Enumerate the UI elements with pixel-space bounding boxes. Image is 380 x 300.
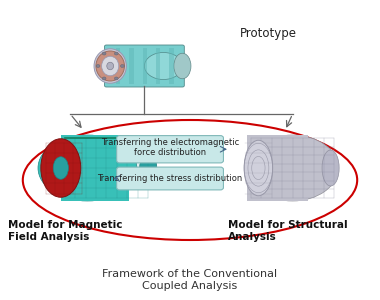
Ellipse shape — [247, 135, 338, 201]
Ellipse shape — [96, 64, 100, 68]
FancyBboxPatch shape — [61, 135, 129, 201]
Text: Framework of the Conventional
Coupled Analysis: Framework of the Conventional Coupled An… — [103, 269, 277, 291]
Text: Model for Magnetic
Field Analysis: Model for Magnetic Field Analysis — [8, 220, 122, 242]
FancyBboxPatch shape — [117, 136, 223, 163]
Ellipse shape — [244, 140, 273, 196]
Ellipse shape — [322, 150, 339, 186]
Ellipse shape — [38, 135, 137, 201]
Ellipse shape — [114, 77, 118, 80]
Ellipse shape — [96, 51, 125, 81]
Text: Model for Structural
Analysis: Model for Structural Analysis — [228, 220, 348, 242]
Ellipse shape — [140, 152, 157, 184]
Ellipse shape — [102, 56, 119, 76]
Ellipse shape — [41, 139, 81, 197]
Ellipse shape — [107, 62, 114, 70]
FancyBboxPatch shape — [169, 48, 174, 84]
FancyBboxPatch shape — [116, 48, 120, 84]
FancyBboxPatch shape — [117, 167, 223, 190]
Ellipse shape — [102, 77, 106, 80]
Ellipse shape — [94, 49, 127, 83]
Ellipse shape — [174, 53, 191, 79]
Ellipse shape — [120, 64, 124, 68]
Ellipse shape — [53, 157, 68, 179]
Text: Prototype: Prototype — [239, 26, 296, 40]
Text: Transferring the electromagnetic
force distribution: Transferring the electromagnetic force d… — [101, 138, 239, 158]
Ellipse shape — [114, 52, 118, 55]
Text: Transferring the stress distribution: Transferring the stress distribution — [97, 174, 243, 183]
Ellipse shape — [102, 52, 106, 55]
FancyBboxPatch shape — [156, 48, 160, 84]
FancyBboxPatch shape — [105, 45, 184, 87]
FancyBboxPatch shape — [129, 48, 134, 84]
FancyBboxPatch shape — [247, 135, 308, 201]
FancyBboxPatch shape — [142, 48, 147, 84]
Ellipse shape — [144, 52, 182, 80]
